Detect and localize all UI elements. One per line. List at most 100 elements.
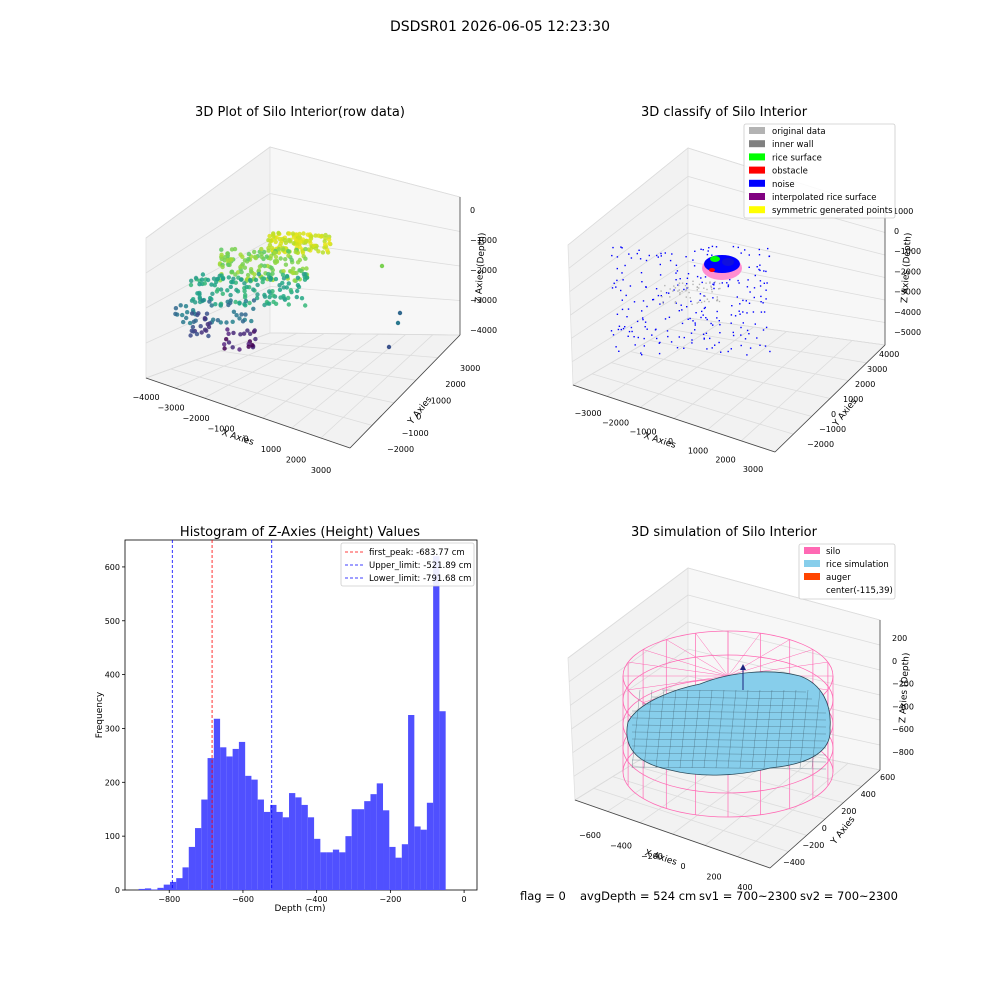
rice-mesh-line bbox=[631, 752, 827, 756]
classify-noise-point bbox=[758, 254, 761, 256]
classify-data-points bbox=[610, 245, 771, 356]
raw-data-point bbox=[205, 322, 210, 327]
histogram-legend-label: first_peak: -683.77 cm bbox=[369, 548, 465, 558]
raw-data-point bbox=[196, 311, 201, 316]
histogram-x-tick-label: −200 bbox=[379, 895, 401, 904]
raw-data-point bbox=[287, 239, 293, 244]
rice-mesh-line bbox=[631, 745, 827, 749]
rice-mesh-line bbox=[643, 689, 653, 769]
classify-noise-point bbox=[681, 309, 683, 311]
histogram-bar bbox=[433, 556, 440, 890]
raw-data-point bbox=[266, 271, 271, 277]
classify-noise-point bbox=[620, 246, 622, 248]
raw-data-point bbox=[222, 346, 227, 351]
raw-z-tick-label: −4000 bbox=[470, 326, 497, 335]
histogram-bar bbox=[144, 888, 152, 890]
raw-data-point bbox=[302, 277, 308, 282]
sim-z-tick-label: 200 bbox=[892, 634, 907, 643]
classify-noise-point bbox=[675, 264, 678, 266]
raw-data-point bbox=[173, 311, 178, 317]
classify-noise-point bbox=[760, 311, 763, 313]
classify-noise-point bbox=[713, 282, 715, 284]
raw-data-point bbox=[297, 244, 302, 250]
figure-suptitle: DSDSR01 2026-06-05 12:23:30 bbox=[390, 19, 610, 35]
raw-data-point bbox=[193, 300, 198, 305]
classify-noise-point bbox=[759, 264, 761, 266]
classify-noise-point bbox=[658, 342, 660, 344]
rice-mesh-line bbox=[811, 689, 821, 769]
classify-noise-point bbox=[611, 287, 614, 289]
classify-noise-point bbox=[711, 347, 713, 349]
classify-noise-point bbox=[742, 311, 744, 313]
raw-data-point bbox=[184, 315, 189, 321]
classify-noise-point bbox=[713, 287, 715, 290]
raw-data-point bbox=[218, 287, 224, 292]
classify-noise-point bbox=[759, 269, 761, 272]
histogram-legend-box bbox=[340, 542, 475, 587]
classify-original-point bbox=[710, 285, 712, 287]
classify-noise-point bbox=[759, 285, 762, 287]
classify-grid-line bbox=[572, 317, 689, 386]
raw-data-point bbox=[253, 277, 259, 283]
classify-noise-point bbox=[616, 256, 619, 258]
classify-noise-point bbox=[620, 289, 622, 292]
classify-noise-point bbox=[658, 352, 661, 355]
raw-data-point bbox=[219, 247, 224, 252]
raw-data-point bbox=[291, 266, 296, 271]
raw-z-tick-label: −1000 bbox=[470, 236, 497, 245]
sim-grid-line bbox=[687, 621, 881, 671]
raw-data-point bbox=[218, 303, 223, 308]
raw-data-point bbox=[238, 332, 243, 337]
raw-data-point bbox=[209, 303, 214, 308]
classify-original-point bbox=[710, 286, 713, 289]
silo-cap-spoke bbox=[628, 675, 729, 691]
raw-data-point bbox=[296, 235, 302, 241]
raw-data-point bbox=[289, 257, 294, 263]
classify-noise-point bbox=[683, 336, 685, 339]
classify-noise-point bbox=[636, 320, 639, 323]
classify-noise-point bbox=[620, 328, 622, 331]
raw-data-point bbox=[226, 275, 231, 280]
classify-noise-point bbox=[753, 287, 756, 289]
simulation-legend-swatch bbox=[804, 560, 820, 567]
raw-grid-line bbox=[269, 286, 461, 301]
classify-noise-point bbox=[691, 339, 693, 341]
raw-data-point bbox=[257, 264, 263, 269]
classify-legend-swatch bbox=[749, 193, 765, 200]
raw-data-point bbox=[222, 255, 228, 260]
raw-data-point bbox=[234, 313, 239, 318]
classify-noise-point bbox=[645, 286, 647, 288]
classify-noise-point bbox=[648, 254, 650, 257]
classify-y-axis bbox=[774, 344, 886, 453]
sim-z-tick-label: −600 bbox=[892, 725, 914, 734]
classify-original-point bbox=[714, 281, 716, 283]
classify-original-point bbox=[692, 280, 694, 282]
histogram-bar bbox=[395, 857, 402, 890]
classify-noise-point bbox=[656, 254, 658, 257]
classify-noise-point bbox=[637, 336, 639, 339]
classify-noise-point bbox=[625, 294, 627, 297]
histogram-bar bbox=[232, 748, 239, 890]
raw-y-ticks: −2000 −1000 0 1000 2000 3000 bbox=[387, 364, 480, 454]
sim-x-ticks: −600 −400 −200 0 200 400 bbox=[579, 831, 753, 892]
raw-data-point bbox=[219, 273, 224, 278]
raw-data-point bbox=[233, 299, 238, 305]
rice-mesh-line bbox=[631, 731, 827, 735]
raw-data-point bbox=[242, 281, 247, 286]
classify-original-point bbox=[709, 282, 711, 284]
classify-noise-point bbox=[669, 259, 672, 262]
histogram-x-ticks: −800 −600 −400 −200 0 bbox=[158, 890, 467, 904]
classify-original-point bbox=[674, 302, 676, 304]
raw-data-point bbox=[291, 235, 297, 240]
histogram-bar bbox=[301, 804, 308, 890]
sim-y-tick-label: 0 bbox=[822, 824, 827, 833]
raw-x-label: X Axies bbox=[220, 428, 255, 448]
raw-data-point bbox=[290, 231, 296, 236]
classify-noise-point bbox=[765, 326, 768, 329]
raw-data-point bbox=[303, 303, 308, 308]
classify-y-tick-label: 3000 bbox=[867, 365, 887, 374]
classify-noise-point bbox=[712, 297, 714, 299]
rice-mesh-line bbox=[703, 689, 713, 769]
classify-x-tick-label: −2000 bbox=[602, 418, 629, 427]
classify-noise-point bbox=[687, 318, 689, 320]
